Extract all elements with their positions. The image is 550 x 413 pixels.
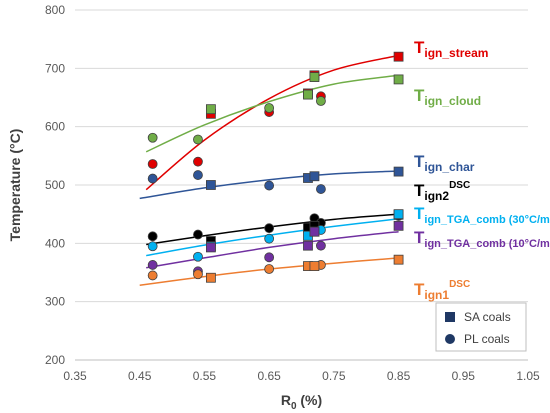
sa-coal-point [309, 261, 320, 271]
y-tick-label: 500 [45, 178, 65, 192]
sa-coal-point [393, 166, 404, 177]
pl-coal-point [316, 240, 326, 251]
y-tick-label: 300 [45, 295, 65, 309]
y-tick-label: 600 [45, 120, 65, 134]
pl-coal-point [264, 103, 275, 113]
legend-marker-square [445, 312, 455, 322]
fit-curves [139, 54, 399, 287]
fit-curve [139, 170, 399, 200]
pl-coal-point [264, 180, 275, 191]
y-tick-label: 400 [45, 236, 65, 250]
axes: 200 300 400 500 600 700 800 0.35 0.45 0.55 0.65 0.7… [45, 3, 540, 383]
fit-curve [145, 74, 399, 153]
data-points [147, 51, 404, 283]
pl-coal-point [147, 159, 158, 169]
x-tick-label: 0.65 [257, 369, 281, 383]
pl-coal-point [147, 260, 158, 270]
legend: SA coals PL coals [435, 302, 527, 352]
sa-coal-point [393, 51, 404, 62]
pl-coal-point [264, 233, 275, 244]
y-tick-label: 800 [45, 3, 65, 17]
pl-coal-point [147, 231, 158, 242]
sa-coal-point [393, 74, 404, 85]
series-label-main: T [414, 228, 425, 247]
series-label: Tign2DSC [414, 180, 470, 203]
x-tick-label: 0.35 [63, 369, 87, 383]
x-axis-title-unit: (%) [297, 392, 323, 408]
fit-curve [145, 54, 399, 191]
sa-coal-point [309, 171, 320, 182]
sa-coal-point [303, 89, 313, 100]
legend-marker-circle [445, 334, 455, 344]
y-tick-label: 200 [45, 353, 65, 367]
series-label-sub: ign_stream [424, 46, 488, 60]
series-label: Tign_TGA_comb (30°C/min) [414, 204, 550, 226]
x-axis-title: R0 (%) [281, 392, 322, 412]
pl-coal-point [264, 223, 275, 234]
series-label-sub: ign_TGA_comb (30°C/min) [424, 214, 550, 226]
sa-coal-point [393, 220, 404, 231]
series-label-sub: ign_TGA_comb (10°C/min) [424, 238, 550, 250]
series-label-main: T [414, 280, 425, 299]
fit-curve [146, 230, 399, 269]
x-tick-label: 0.95 [452, 369, 476, 383]
pl-coal-point [193, 170, 203, 180]
x-tick-label: 0.45 [128, 369, 152, 383]
pl-coal-point [193, 251, 203, 262]
pl-coal-point [193, 229, 203, 240]
series-label: Tign_TGA_comb (10°C/min) [414, 228, 550, 250]
legend-label: PL coals [464, 332, 510, 346]
sa-coal-point [303, 240, 313, 251]
series-label-sub: ign2 [424, 189, 449, 203]
x-axis-title-sub: 0 [291, 401, 297, 412]
pl-coal-point [147, 173, 158, 184]
x-tick-label: 0.75 [322, 369, 346, 383]
pl-coal-point [316, 184, 326, 194]
x-tick-label: 1.05 [516, 369, 540, 383]
pl-coal-point [147, 241, 158, 252]
x-tick-label: 0.55 [193, 369, 217, 383]
series-label-sub: ign_cloud [424, 94, 481, 108]
pl-coal-point [147, 132, 158, 143]
y-tick-label: 700 [45, 61, 65, 75]
sa-coal-point [309, 226, 320, 237]
series-label: Tign_stream [414, 38, 488, 60]
pl-coal-point [316, 96, 326, 106]
pl-coal-point [193, 156, 203, 167]
sa-coal-point [205, 242, 216, 253]
y-axis-title: Temperature (°C) [7, 129, 23, 242]
pl-coal-point [264, 264, 275, 274]
legend-label: SA coals [464, 310, 511, 324]
series-label-main: T [414, 86, 425, 105]
sa-coal-point [393, 254, 404, 265]
series-label-main: T [414, 38, 425, 57]
series-labels: Tign_streamTign_cloudTign_charTign2DSCTi… [414, 38, 550, 302]
series-label-main: T [414, 204, 425, 223]
series-label: Tign_cloud [414, 86, 481, 108]
series-label: Tign_char [414, 152, 475, 174]
pl-coal-point [264, 252, 275, 263]
series-label-sub: ign1 [424, 288, 449, 302]
series-label-sub: ign_char [424, 160, 474, 174]
x-tick-label: 0.85 [387, 369, 411, 383]
sa-coal-point [205, 272, 216, 283]
series-label-main: T [414, 181, 425, 200]
series-label-sup: DSC [449, 279, 470, 290]
pl-coal-point [193, 269, 203, 280]
x-axis-title-main: R [281, 392, 291, 408]
pl-coal-point [193, 134, 203, 145]
sa-coal-point [205, 104, 216, 115]
sa-coal-point [205, 180, 216, 190]
series-label-sup: DSC [449, 180, 470, 191]
sa-coal-point [393, 209, 404, 220]
series-label: Tign1DSC [414, 279, 470, 302]
series-label-main: T [414, 152, 425, 171]
pl-coal-point [147, 270, 158, 281]
sa-coal-point [309, 72, 320, 82]
